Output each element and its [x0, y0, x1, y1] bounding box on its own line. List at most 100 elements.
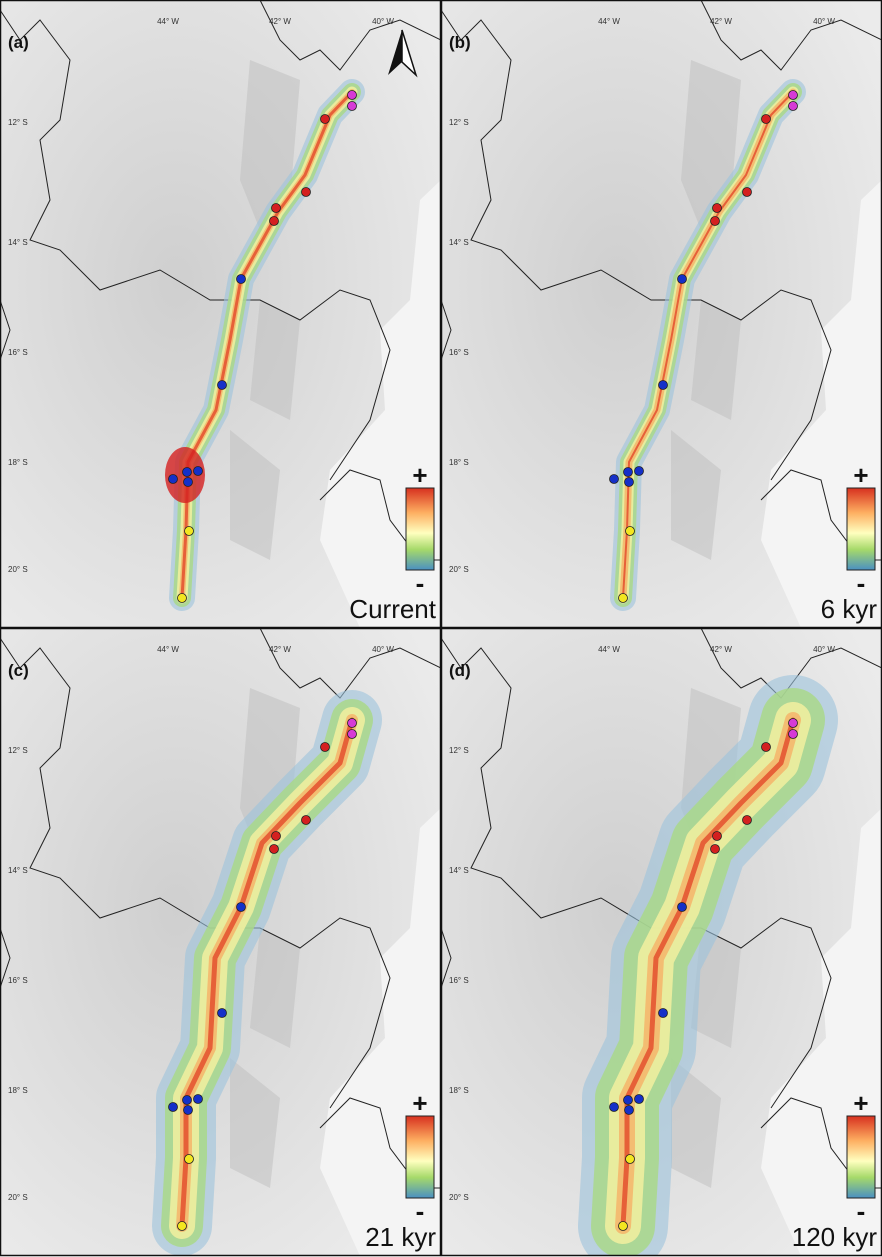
- panel-label: (d): [449, 661, 471, 680]
- record-point: [321, 743, 330, 752]
- longitude-label: 42° W: [269, 17, 291, 26]
- record-point: [194, 1095, 203, 1104]
- panel-label: (b): [449, 33, 471, 52]
- panel-label: (c): [8, 661, 29, 680]
- figure: 44° W 42° W 40° W 12° S 14° S 16° S 18° S 20° S…: [0, 0, 882, 1257]
- period-label: 6 kyr: [821, 594, 878, 624]
- map-body: [441, 0, 882, 628]
- record-point: [183, 1096, 192, 1105]
- colorbar: [847, 1116, 875, 1198]
- colorbar-high: +: [412, 1088, 427, 1118]
- latitude-label: 16° S: [8, 348, 28, 357]
- record-point: [302, 188, 311, 197]
- record-point: [743, 188, 752, 197]
- latitude-label: 16° S: [449, 976, 469, 985]
- latitude-label: 18° S: [8, 1086, 28, 1095]
- record-point: [619, 1222, 628, 1231]
- record-point: [713, 832, 722, 841]
- longitude-label: 40° W: [813, 17, 835, 26]
- record-point: [711, 217, 720, 226]
- record-point: [237, 903, 246, 912]
- record-point: [185, 1155, 194, 1164]
- latitude-label: 16° S: [449, 348, 469, 357]
- record-point: [625, 1106, 634, 1115]
- longitude-label: 40° W: [813, 645, 835, 654]
- record-point: [789, 730, 798, 739]
- latitude-label: 12° S: [449, 118, 469, 127]
- period-label: Current: [349, 594, 436, 624]
- record-point: [185, 527, 194, 536]
- map-panel: 44° W 42° W 40° W 12° S 14° S 16° S 18° S 20° S…: [441, 628, 882, 1256]
- longitude-label: 44° W: [598, 17, 620, 26]
- record-point: [624, 468, 633, 477]
- record-point: [635, 1095, 644, 1104]
- record-point: [321, 115, 330, 124]
- record-point: [626, 1155, 635, 1164]
- record-point: [635, 467, 644, 476]
- record-point: [789, 719, 798, 728]
- record-point: [218, 1009, 227, 1018]
- longitude-label: 40° W: [372, 17, 394, 26]
- map-panel: 44° W 42° W 40° W 12° S 14° S 16° S 18° S 20° S…: [441, 0, 882, 628]
- colorbar-high: +: [853, 460, 868, 490]
- record-point: [743, 816, 752, 825]
- record-point: [237, 275, 246, 284]
- latitude-label: 18° S: [8, 458, 28, 467]
- record-point: [178, 594, 187, 603]
- latitude-label: 12° S: [449, 746, 469, 755]
- record-point: [348, 719, 357, 728]
- record-point: [169, 475, 178, 484]
- record-point: [626, 527, 635, 536]
- latitude-label: 14° S: [8, 238, 28, 247]
- record-point: [625, 478, 634, 487]
- longitude-label: 44° W: [598, 645, 620, 654]
- longitude-label: 42° W: [710, 17, 732, 26]
- record-point: [270, 217, 279, 226]
- record-point: [178, 1222, 187, 1231]
- colorbar-high: +: [412, 460, 427, 490]
- map-body: [0, 0, 441, 628]
- period-label: 21 kyr: [365, 1222, 436, 1252]
- colorbar: [406, 1116, 434, 1198]
- record-point: [270, 845, 279, 854]
- latitude-label: 20° S: [8, 565, 28, 574]
- record-point: [619, 594, 628, 603]
- latitude-label: 18° S: [449, 458, 469, 467]
- record-point: [711, 845, 720, 854]
- record-point: [678, 275, 687, 284]
- record-point: [272, 832, 281, 841]
- latitude-label: 20° S: [449, 1193, 469, 1202]
- latitude-label: 18° S: [449, 1086, 469, 1095]
- record-point: [659, 381, 668, 390]
- record-point: [762, 743, 771, 752]
- record-point: [348, 102, 357, 111]
- longitude-label: 40° W: [372, 645, 394, 654]
- record-point: [348, 730, 357, 739]
- record-point: [348, 91, 357, 100]
- latitude-label: 16° S: [8, 976, 28, 985]
- latitude-label: 12° S: [8, 746, 28, 755]
- record-point: [610, 475, 619, 484]
- map-panel: 44° W 42° W 40° W 12° S 14° S 16° S 18° S 20° S…: [0, 0, 441, 628]
- record-point: [624, 1096, 633, 1105]
- record-point: [789, 91, 798, 100]
- longitude-label: 44° W: [157, 17, 179, 26]
- record-point: [302, 816, 311, 825]
- record-point: [184, 478, 193, 487]
- record-point: [659, 1009, 668, 1018]
- latitude-label: 14° S: [449, 866, 469, 875]
- longitude-label: 42° W: [269, 645, 291, 654]
- map-body: [441, 628, 882, 1256]
- record-point: [789, 102, 798, 111]
- latitude-label: 12° S: [8, 118, 28, 127]
- record-point: [169, 1103, 178, 1112]
- map-body: [0, 628, 441, 1256]
- longitude-label: 42° W: [710, 645, 732, 654]
- record-point: [713, 204, 722, 213]
- record-point: [218, 381, 227, 390]
- latitude-label: 14° S: [449, 238, 469, 247]
- record-point: [183, 468, 192, 477]
- latitude-label: 20° S: [449, 565, 469, 574]
- panel-label: (a): [8, 33, 29, 52]
